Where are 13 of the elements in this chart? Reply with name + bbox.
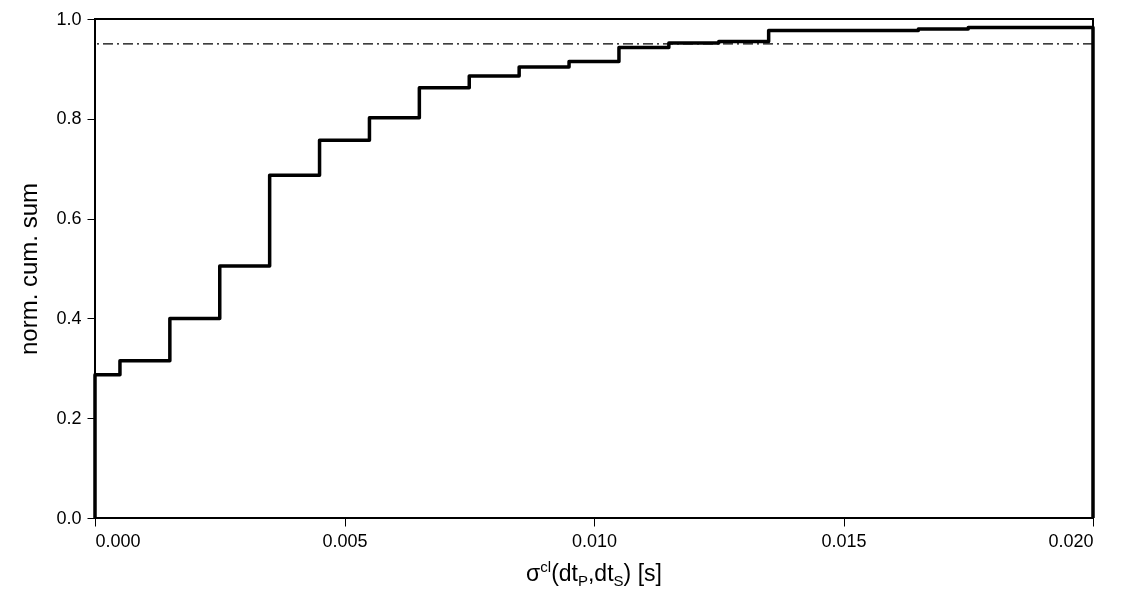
x-tick-label: 0.020 [1048, 530, 1094, 551]
x-axis-title: σ$^{cl}$(dt$_{P}$,dt$_{S}$) [s] [525, 558, 663, 590]
x-tick-label: 0.010 [571, 530, 618, 551]
y-tick-label: 0.0 [56, 507, 82, 528]
y-tick-label: 0.4 [56, 307, 82, 328]
y-tick-label: 0.6 [56, 208, 82, 229]
x-tick-label: 0.005 [322, 530, 368, 551]
x-tick-label: 0.015 [821, 530, 867, 551]
y-tick-label: 0.2 [56, 407, 82, 428]
x-tick-label: 0.000 [95, 530, 141, 551]
y-tick-label: 1.0 [56, 8, 82, 29]
y-axis-title: norm. cum. sum [15, 182, 43, 356]
y-tick-label: 0.8 [56, 108, 82, 129]
